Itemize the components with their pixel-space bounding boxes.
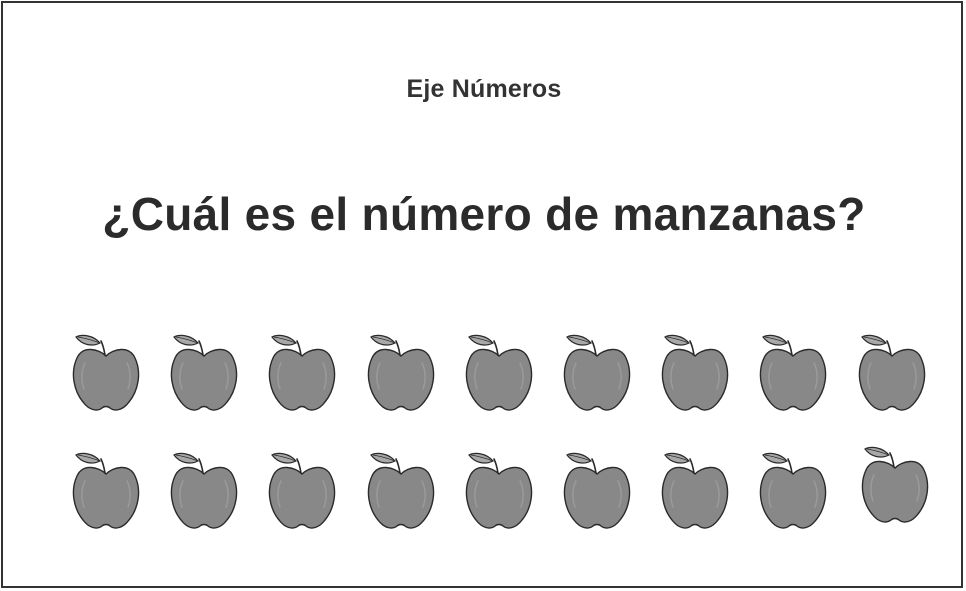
apple-icon (858, 443, 932, 525)
apple-icon (756, 331, 830, 413)
apple-icon (265, 449, 339, 531)
subject-label: Eje Números (406, 75, 562, 103)
apple-icon (560, 449, 634, 531)
apple-icon (265, 331, 339, 413)
apple-icon (167, 331, 241, 413)
apple-icon (756, 449, 830, 531)
question-title: ¿Cuál es el número de manzanas? (102, 188, 866, 240)
apple-icon (658, 449, 732, 531)
apple-icon (462, 331, 536, 413)
apple-icon (462, 449, 536, 531)
apple-icon (69, 331, 143, 413)
apple-icon (855, 331, 929, 413)
apple-icon (69, 449, 143, 531)
apple-icon (658, 331, 732, 413)
apple-grid (3, 3, 965, 590)
apple-icon (364, 449, 438, 531)
apple-icon (167, 449, 241, 531)
apple-icon (560, 331, 634, 413)
apple-icon (364, 331, 438, 413)
